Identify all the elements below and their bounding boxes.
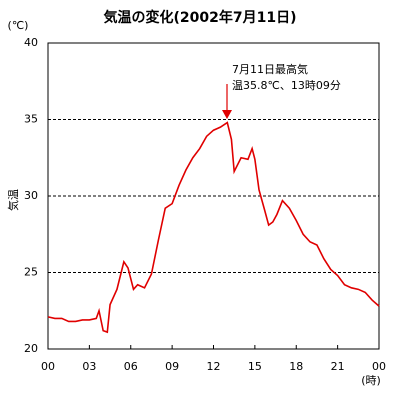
x-tick-label: 15 — [248, 360, 262, 373]
x-tick-label: 09 — [165, 360, 179, 373]
x-tick-label: 03 — [82, 360, 96, 373]
x-tick-label: 21 — [331, 360, 345, 373]
x-tick-label: 12 — [207, 360, 221, 373]
y-tick-label: 30 — [24, 189, 38, 202]
x-tick-label: 00 — [372, 360, 386, 373]
x-unit: (時) — [361, 374, 381, 387]
annotation-arrowhead — [222, 110, 232, 119]
annotation: 7月11日最高気 — [232, 62, 308, 76]
x-tick-label: 18 — [289, 360, 303, 373]
chart-title: 気温の変化(2002年7月11日) — [104, 9, 297, 26]
y-tick-label: 35 — [24, 113, 38, 126]
temperature-line — [47, 121, 380, 334]
y-label: 気温 — [6, 189, 20, 211]
y-tick-label: 40 — [24, 36, 38, 49]
y-unit: (℃) — [8, 19, 29, 32]
annotation: 温35.8℃、13時09分 — [232, 79, 341, 92]
y-tick-label: 25 — [24, 266, 38, 279]
x-tick-label: 00 — [41, 360, 55, 373]
plot-frame — [47, 42, 380, 350]
y-tick-label: 20 — [24, 342, 38, 355]
x-tick-label: 06 — [124, 360, 138, 373]
